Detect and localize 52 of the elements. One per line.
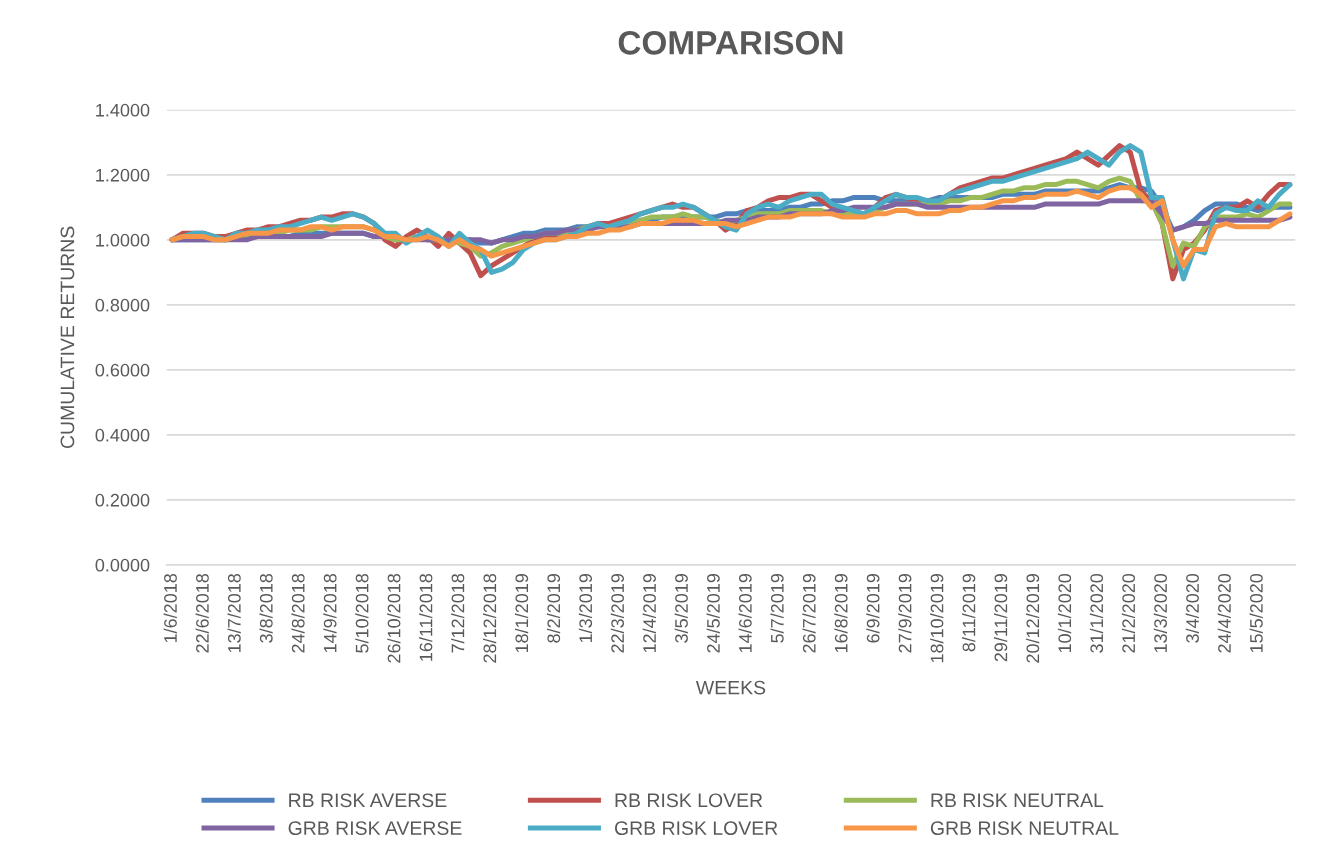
y-tick-label: 0.0000: [95, 558, 150, 572]
y-axis-title: CUMULATIVE RETURNS: [60, 226, 75, 448]
x-tick-label: 24/4/2020: [1217, 573, 1231, 653]
x-tick-label: 20/12/2019: [1025, 574, 1040, 663]
x-axis-title: WEEKS: [695, 680, 766, 695]
x-tick-label: 29/11/2019: [994, 574, 1008, 662]
x-tick-label: 1/3/2019: [578, 574, 593, 643]
x-tick-label: 13/7/2018: [227, 573, 241, 653]
x-tick-label: 14/9/2018: [323, 573, 337, 653]
x-tick-label: 8/2/2019: [546, 574, 561, 643]
x-tick-label: 21/2/2020: [1121, 573, 1136, 653]
x-tick-label: 10/1/2020: [1057, 573, 1072, 653]
x-tick-label: 24/8/2018: [291, 573, 305, 653]
x-tick-label: 7/12/2018: [451, 573, 465, 653]
y-tick-label: 0.8000: [95, 298, 150, 312]
y-tick-label: 1.4000: [96, 103, 150, 117]
x-tick-label: 22/6/2018: [195, 573, 209, 653]
x-tick-label: 22/3/2019: [610, 574, 625, 653]
x-tick-label: 16/8/2019: [834, 574, 848, 653]
legend-label: RB RISK LOVER: [615, 793, 763, 808]
legend-label: GRB RISK AVERSE: [288, 821, 462, 836]
x-tick-label: 3/4/2020: [1185, 573, 1199, 643]
x-tick-label: 15/5/2020: [1249, 573, 1263, 653]
legend-label: GRB RISK LOVER: [614, 821, 778, 836]
x-tick-label: 18/10/2019: [930, 574, 944, 663]
x-tick-label: 31/1/2020: [1089, 573, 1104, 653]
x-tick-label: 5/7/2019: [770, 574, 784, 643]
y-tick-label: 1.0000: [96, 233, 150, 247]
x-tick-label: 16/11/2018: [419, 573, 433, 661]
x-tick-label: 3/8/2018: [259, 573, 273, 643]
y-tick-label: 0.2000: [95, 493, 150, 507]
x-tick-label: 26/10/2018: [387, 573, 401, 663]
chart-title: COMPARISON: [618, 31, 843, 55]
x-tick-label: 28/12/2018: [483, 573, 497, 663]
x-tick-label: 27/9/2019: [898, 574, 912, 653]
legend-label: GRB RISK NEUTRAL: [930, 821, 1119, 836]
x-tick-label: 14/6/2019: [738, 574, 752, 653]
x-tick-label: 24/5/2019: [706, 574, 720, 653]
x-tick-label: 6/9/2019: [866, 574, 880, 643]
x-tick-label: 3/5/2019: [674, 574, 688, 643]
legend-label: RB RISK NEUTRAL: [931, 793, 1104, 808]
x-tick-label: 1/6/2018: [163, 573, 177, 643]
x-tick-label: 18/1/2019: [514, 574, 529, 653]
x-tick-label: 12/4/2019: [642, 574, 656, 653]
x-tick-label: 8/11/2019: [962, 574, 976, 652]
y-tick-label: 1.2000: [96, 168, 150, 182]
y-tick-label: 0.6000: [95, 363, 150, 377]
y-tick-label: 0.4000: [95, 428, 150, 442]
legend-label: RB RISK AVERSE: [289, 793, 447, 808]
x-tick-label: 26/7/2019: [802, 574, 816, 653]
x-tick-label: 5/10/2018: [355, 573, 369, 653]
x-tick-label: 13/3/2020: [1153, 573, 1167, 653]
